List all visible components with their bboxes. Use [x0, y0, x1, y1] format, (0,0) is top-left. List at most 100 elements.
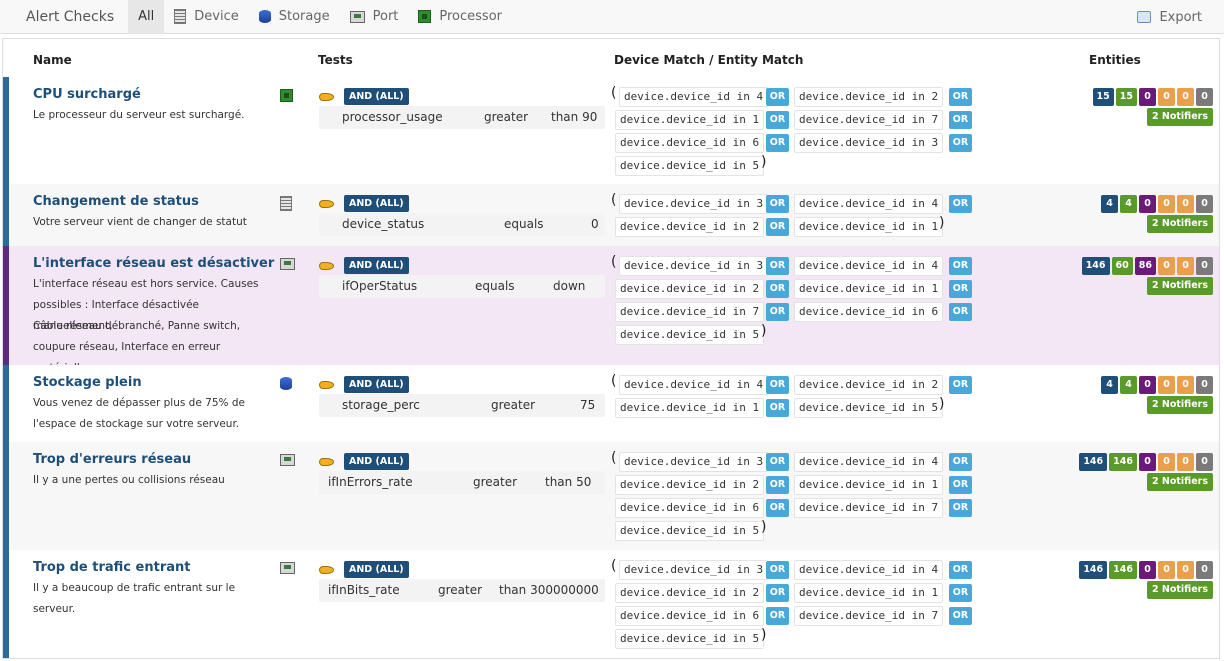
test-metric: ifInErrors_rate — [328, 475, 413, 489]
entity-count-badge[interactable]: 0 — [1196, 195, 1213, 213]
or-operator-badge: OR — [949, 134, 972, 152]
entity-count-badge[interactable]: 4 — [1101, 376, 1118, 394]
table-row[interactable]: L'interface réseau est désactiver L'inter… — [3, 246, 1219, 374]
entity-count-badge[interactable]: 4 — [1120, 376, 1137, 394]
test-op: equals — [504, 217, 544, 231]
table-row[interactable]: Trop d'erreurs réseau Il y a une pertes o… — [3, 442, 1219, 550]
toggle-arrow-icon[interactable] — [319, 199, 334, 208]
table-row[interactable]: Changement de status Votre serveur vient … — [3, 184, 1219, 246]
entity-count-badge[interactable]: 146 — [1081, 257, 1110, 275]
toggle-arrow-icon[interactable] — [319, 261, 334, 270]
tab-label: Processor — [439, 9, 503, 24]
test-value: than 90 — [551, 110, 598, 124]
storage-icon — [258, 10, 271, 23]
entity-count-badge[interactable]: 0 — [1158, 453, 1175, 471]
notifiers-badge[interactable]: 2 Notifiers — [1146, 277, 1213, 295]
column-header-entities[interactable]: Entities — [1089, 53, 1141, 67]
entity-count-badge[interactable]: 146 — [1079, 561, 1108, 579]
entity-count-badge[interactable]: 86 — [1134, 257, 1156, 275]
tab-port[interactable]: Port — [340, 0, 409, 34]
column-header-tests[interactable]: Tests — [318, 53, 353, 67]
toggle-arrow-icon[interactable] — [319, 457, 334, 466]
entity-count-badge[interactable]: 0 — [1177, 195, 1194, 213]
test-condition: ifInBits_rate greater than 300000000 — [319, 579, 605, 602]
table-row[interactable]: CPU surchargé Le processeur du serveur es… — [3, 77, 1219, 184]
entity-count-badge[interactable]: 15 — [1092, 88, 1114, 106]
entity-count-badge[interactable]: 0 — [1177, 88, 1194, 106]
entity-count-badge[interactable]: 0 — [1158, 88, 1175, 106]
notifiers-badge[interactable]: 2 Notifiers — [1146, 108, 1213, 126]
column-header-match[interactable]: Device Match / Entity Match — [614, 53, 804, 67]
or-operator-badge: OR — [766, 218, 789, 236]
test-op: greater — [438, 583, 483, 597]
check-title[interactable]: Stockage plein — [33, 375, 142, 390]
test-op: greater — [484, 110, 529, 124]
entity-count-badge[interactable]: 0 — [1177, 376, 1194, 394]
table-row[interactable]: Trop de trafic entrant Il y a beaucoup de… — [3, 550, 1219, 658]
toggle-arrow-icon[interactable] — [319, 565, 334, 574]
table-row[interactable]: Stockage plein Vous venez de dépasser plu… — [3, 365, 1219, 442]
port-icon — [280, 454, 295, 466]
entity-count-badge[interactable]: 0 — [1196, 257, 1213, 275]
entity-count-badge[interactable]: 0 — [1139, 561, 1156, 579]
or-operator-badge: OR — [766, 134, 789, 152]
entity-count-badge[interactable]: 60 — [1111, 257, 1133, 275]
check-title[interactable]: Trop d'erreurs réseau — [33, 452, 192, 467]
entity-count-badge[interactable]: 0 — [1158, 257, 1175, 275]
entity-count-badge[interactable]: 146 — [1109, 453, 1137, 471]
entity-count-badge[interactable]: 0 — [1158, 195, 1175, 213]
notifiers-badge[interactable]: 2 Notifiers — [1146, 396, 1213, 414]
tab-processor[interactable]: Processor — [408, 0, 512, 34]
device-match-condition: device.device_id in 2 — [615, 279, 765, 299]
device-match-condition: device.device_id in 6 — [615, 498, 765, 518]
entity-count-badge[interactable]: 15 — [1115, 88, 1137, 106]
entity-count-badge[interactable]: 0 — [1158, 561, 1175, 579]
device-match-condition: device.device_id in 5 — [615, 325, 765, 345]
device-match-condition: device.device_id in 5 — [615, 156, 765, 176]
entity-counts: 146 60 86 0 0 0 — [1080, 257, 1213, 275]
entity-count-badge[interactable]: 0 — [1177, 453, 1194, 471]
entity-count-badge[interactable]: 0 — [1196, 561, 1213, 579]
export-button[interactable]: Export — [1137, 0, 1202, 34]
device-match-condition: device.device_id in 2 — [794, 87, 944, 107]
notifiers-badge[interactable]: 2 Notifiers — [1146, 215, 1213, 233]
entity-count-badge[interactable]: 4 — [1120, 195, 1137, 213]
check-title[interactable]: L'interface réseau est désactiver — [33, 256, 275, 271]
tab-storage[interactable]: Storage — [249, 0, 340, 34]
entity-count-badge[interactable]: 146 — [1109, 561, 1137, 579]
or-operator-badge: OR — [766, 280, 789, 298]
or-operator-badge: OR — [766, 88, 789, 106]
toggle-arrow-icon[interactable] — [319, 92, 334, 101]
entity-count-badge[interactable]: 0 — [1158, 376, 1175, 394]
entity-count-badge[interactable]: 0 — [1139, 88, 1156, 106]
notifiers-badge[interactable]: 2 Notifiers — [1146, 581, 1213, 599]
entity-count-badge[interactable]: 0 — [1139, 453, 1156, 471]
notifiers-badge[interactable]: 2 Notifiers — [1146, 473, 1213, 491]
entity-count-badge[interactable]: 0 — [1177, 561, 1194, 579]
entity-count-badge[interactable]: 0 — [1196, 376, 1213, 394]
entity-count-badge[interactable]: 0 — [1139, 376, 1156, 394]
check-title[interactable]: Trop de trafic entrant — [33, 560, 191, 575]
entity-counts: 146 146 0 0 0 0 — [1077, 453, 1213, 471]
device-match-condition: device.device_id in 3 — [619, 452, 769, 472]
test-condition: ifInErrors_rate greater than 50 — [319, 471, 605, 494]
test-op: equals — [475, 279, 515, 293]
or-operator-badge: OR — [766, 453, 789, 471]
check-title[interactable]: CPU surchargé — [33, 87, 141, 102]
toggle-arrow-icon[interactable] — [319, 380, 334, 389]
test-condition: processor_usage greater than 90 — [319, 106, 605, 129]
tab-all[interactable]: All — [128, 0, 165, 34]
check-title[interactable]: Changement de status — [33, 194, 199, 209]
entity-count-badge[interactable]: 146 — [1079, 453, 1108, 471]
entity-count-badge[interactable]: 0 — [1139, 195, 1156, 213]
test-metric: processor_usage — [342, 110, 443, 124]
column-header-name[interactable]: Name — [33, 53, 72, 67]
entity-count-badge[interactable]: 0 — [1177, 257, 1194, 275]
tab-label: All — [138, 9, 155, 24]
or-operator-badge: OR — [949, 257, 972, 275]
entity-count-badge[interactable]: 4 — [1101, 195, 1118, 213]
tab-device[interactable]: Device — [164, 0, 248, 34]
entity-count-badge[interactable]: 0 — [1196, 88, 1213, 106]
entity-count-badge[interactable]: 0 — [1196, 453, 1213, 471]
